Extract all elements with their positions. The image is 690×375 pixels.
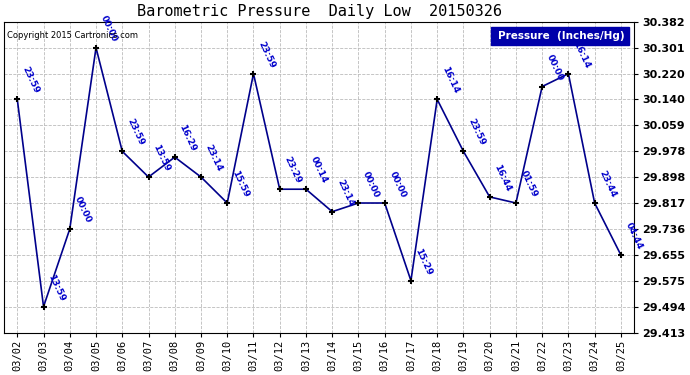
Text: 00:14: 00:14 <box>308 155 329 185</box>
Text: 16:44: 16:44 <box>493 163 513 193</box>
Text: 23:14: 23:14 <box>204 143 224 173</box>
Text: 16:14: 16:14 <box>571 40 591 69</box>
Text: 00:00: 00:00 <box>388 170 408 199</box>
Text: 15:59: 15:59 <box>230 169 250 199</box>
Text: 16:29: 16:29 <box>177 123 198 153</box>
Text: 16:14: 16:14 <box>440 65 460 95</box>
Text: 15:29: 15:29 <box>414 247 434 276</box>
Text: 23:29: 23:29 <box>282 155 303 185</box>
Text: 23:59: 23:59 <box>256 40 277 69</box>
Text: 13:59: 13:59 <box>151 143 172 173</box>
Text: 23:59: 23:59 <box>125 117 146 147</box>
Title: Barometric Pressure  Daily Low  20150326: Barometric Pressure Daily Low 20150326 <box>137 4 502 19</box>
Text: 00:00: 00:00 <box>362 170 382 199</box>
Text: 23:59: 23:59 <box>466 117 486 147</box>
Text: 00:00: 00:00 <box>545 53 565 82</box>
Text: 00:00: 00:00 <box>72 195 92 225</box>
Text: 01:59: 01:59 <box>519 169 539 199</box>
Text: 13:59: 13:59 <box>46 273 67 303</box>
Text: Copyright 2015 Cartronics.com: Copyright 2015 Cartronics.com <box>8 31 138 40</box>
Text: 23:59: 23:59 <box>20 65 41 95</box>
Text: 23:14: 23:14 <box>335 178 355 207</box>
Text: 23:44: 23:44 <box>598 169 618 199</box>
Legend: Pressure  (Inches/Hg): Pressure (Inches/Hg) <box>491 27 629 45</box>
Text: 04:44: 04:44 <box>624 221 644 251</box>
Text: 00:00: 00:00 <box>99 14 119 44</box>
